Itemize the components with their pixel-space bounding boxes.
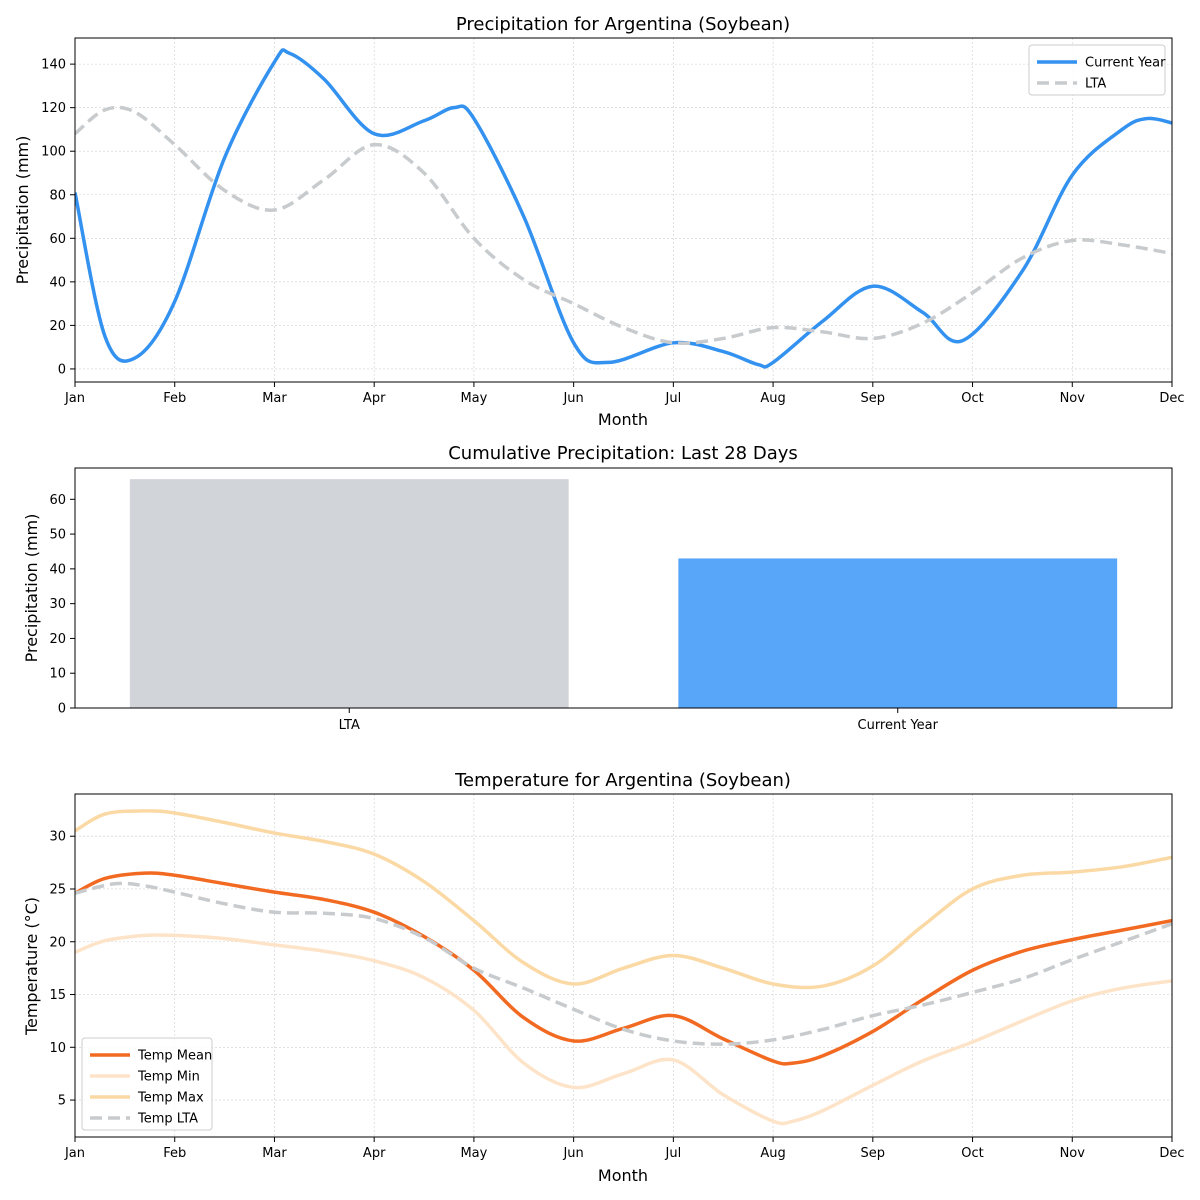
x-tick-label: Mar — [262, 1146, 287, 1161]
x-tick-label: Feb — [163, 1146, 186, 1161]
series-line-temp-lta — [75, 881, 1172, 1046]
x-tick-label: Sep — [861, 391, 886, 406]
y-tick-label: 30 — [49, 597, 66, 612]
x-tick-label: Mar — [262, 391, 287, 406]
y-tick-label: 40 — [49, 275, 66, 290]
bar-current-year — [678, 558, 1118, 708]
legend-label: Temp Mean — [137, 1049, 212, 1064]
y-tick-label: 120 — [41, 101, 66, 116]
chart-title: Temperature for Argentina (Soybean) — [454, 770, 791, 791]
chart-title: Cumulative Precipitation: Last 28 Days — [448, 443, 798, 464]
x-tick-label: Jan — [64, 391, 85, 406]
y-tick-label: 60 — [49, 232, 66, 247]
x-tick-label: Sep — [861, 1146, 886, 1161]
bar-lta — [129, 479, 569, 708]
y-tick-label: 60 — [49, 493, 66, 508]
x-tick-label: Apr — [363, 391, 386, 406]
y-tick-label: 10 — [49, 1041, 66, 1056]
y-tick-label: 20 — [49, 632, 66, 647]
y-tick-label: 50 — [49, 528, 66, 543]
x-tick-label: LTA — [339, 718, 360, 733]
y-axis-label: Precipitation (mm) — [13, 136, 32, 285]
x-tick-label: Aug — [760, 391, 785, 406]
x-tick-label: Jan — [64, 1146, 85, 1161]
x-tick-label: Jul — [665, 1146, 682, 1161]
y-tick-label: 30 — [49, 830, 66, 845]
legend-box — [81, 1037, 213, 1131]
legend-label: Current Year — [1085, 56, 1166, 71]
x-tick-label: Current Year — [858, 718, 939, 733]
y-tick-label: 100 — [41, 145, 66, 160]
y-tick-label: 10 — [49, 667, 66, 682]
temperature-line-chart: Temperature for Argentina (Soybean) Jan F… — [22, 770, 1185, 1185]
y-tick-label: 140 — [41, 58, 66, 73]
legend: Current Year LTA — [1028, 44, 1166, 96]
legend-label: LTA — [1085, 77, 1106, 92]
x-tick-label: Nov — [1060, 391, 1086, 406]
y-tick-label: 25 — [49, 882, 66, 897]
y-axis-label: Temperature (°C) — [22, 897, 41, 1036]
legend-label: Temp LTA — [137, 1112, 198, 1127]
y-axis-label: Precipitation (mm) — [22, 514, 41, 663]
y-tick-label: 5 — [58, 1094, 66, 1109]
y-tick-label: 20 — [49, 935, 66, 950]
x-tick-label: Jun — [562, 1146, 583, 1161]
legend: Temp Mean Temp Min Temp Max Temp LTA — [81, 1037, 213, 1131]
plot-frame — [74, 37, 1173, 383]
x-tick-label: May — [460, 1146, 487, 1161]
legend-label: Temp Max — [137, 1091, 204, 1106]
y-tick-label: 40 — [49, 562, 66, 577]
chart-title: Precipitation for Argentina (Soybean) — [456, 14, 790, 35]
x-tick-label: Dec — [1159, 391, 1184, 406]
x-tick-label: Feb — [163, 391, 186, 406]
y-tick-label: 0 — [58, 702, 66, 717]
x-tick-label: Oct — [961, 391, 983, 406]
x-axis-label: Month — [598, 1166, 648, 1185]
y-tick-label: 0 — [58, 362, 66, 377]
x-tick-label: Nov — [1060, 1146, 1086, 1161]
x-tick-label: Oct — [961, 1146, 983, 1161]
series-line-lta — [75, 105, 1172, 346]
x-axis-label: Month — [598, 410, 648, 429]
legend-label: Temp Min — [137, 1070, 200, 1085]
x-tick-label: May — [460, 391, 487, 406]
series-line-current-year — [75, 48, 1172, 369]
series-line-temp-max — [75, 809, 1172, 990]
plot-frame — [74, 467, 1173, 709]
y-tick-label: 20 — [49, 319, 66, 334]
x-tick-label: Aug — [760, 1146, 785, 1161]
precipitation-line-chart: Precipitation for Argentina (Soybean) Ja… — [13, 14, 1185, 429]
series-line-temp-min — [75, 933, 1172, 1126]
x-tick-label: Dec — [1159, 1146, 1184, 1161]
plot-frame — [74, 793, 1173, 1138]
y-tick-label: 80 — [49, 188, 66, 203]
cumulative-bar-chart: Cumulative Precipitation: Last 28 Days L… — [22, 443, 1173, 733]
x-tick-label: Jul — [665, 391, 682, 406]
x-tick-label: Apr — [363, 1146, 386, 1161]
x-tick-label: Jun — [562, 391, 583, 406]
y-tick-label: 15 — [49, 988, 66, 1003]
